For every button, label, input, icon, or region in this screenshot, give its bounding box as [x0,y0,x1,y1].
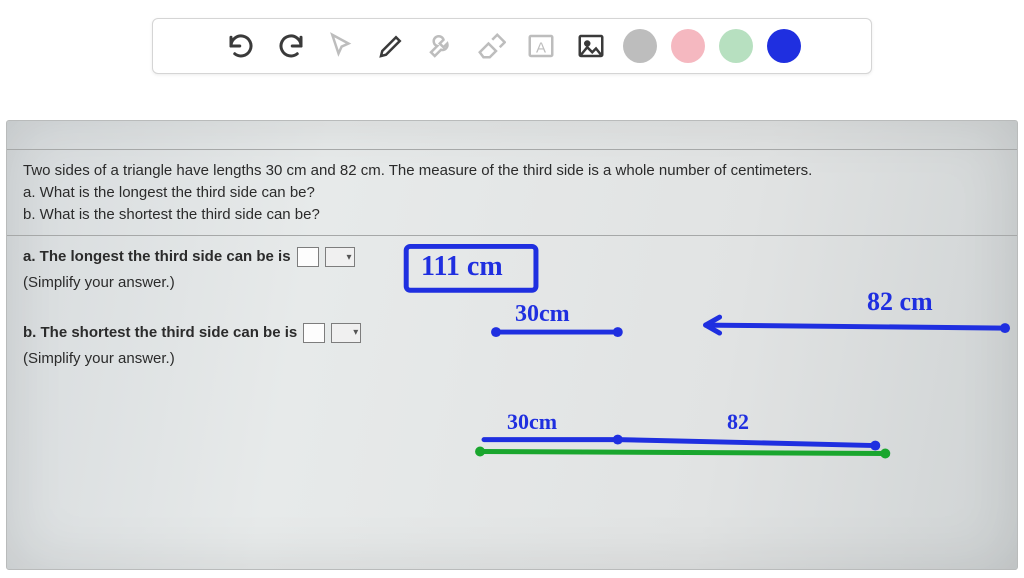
answer-b-label: b. The shortest the third side can be is [23,322,297,344]
annotation-text-82-b: 82 [727,409,749,435]
undo-button[interactable] [223,28,259,64]
color-swatch-pink[interactable] [671,29,705,63]
answer-b-unit-select[interactable]: ▾ [331,323,361,343]
color-swatch-gray[interactable] [623,29,657,63]
answer-a-input[interactable] [297,247,319,267]
annotation-text-111cm: 111 cm [421,251,503,283]
cursor-tool-button[interactable] [323,28,359,64]
redo-button[interactable] [273,28,309,64]
worksheet-area: Two sides of a triangle have lengths 30 … [6,120,1018,570]
annotation-text-30cm-a: 30cm [515,301,570,328]
answer-b-section: b. The shortest the third side can be is… [7,304,1017,380]
svg-text:A: A [536,39,546,56]
color-swatch-blue[interactable] [767,29,801,63]
pencil-tool-button[interactable] [373,28,409,64]
annotation-text-82cm-a: 82 cm [867,287,933,317]
color-swatch-green[interactable] [719,29,753,63]
answer-b-input[interactable] [303,323,325,343]
annotation-toolbar: A [152,18,872,74]
question-a: a. What is the longest the third side ca… [23,182,1001,204]
question-b: b. What is the shortest the third side c… [23,204,1001,226]
answer-a-unit-select[interactable]: ▾ [325,247,355,267]
annotation-segment-82cm-b [618,440,875,446]
answer-a-simplify: (Simplify your answer.) [23,272,1001,294]
image-tool-button[interactable] [573,28,609,64]
answer-a-section: a. The longest the third side can be is … [7,235,1017,304]
tools-button[interactable] [423,28,459,64]
answer-a-label: a. The longest the third side can be is [23,246,291,268]
annotation-text-30cm-b: 30cm [507,409,557,435]
problem-statement: Two sides of a triangle have lengths 30 … [7,149,1017,235]
textbox-tool-button[interactable]: A [523,28,559,64]
problem-intro: Two sides of a triangle have lengths 30 … [23,160,1001,182]
eraser-tool-button[interactable] [473,28,509,64]
answer-b-simplify: (Simplify your answer.) [23,348,1001,370]
annotation-green-line [480,452,885,454]
